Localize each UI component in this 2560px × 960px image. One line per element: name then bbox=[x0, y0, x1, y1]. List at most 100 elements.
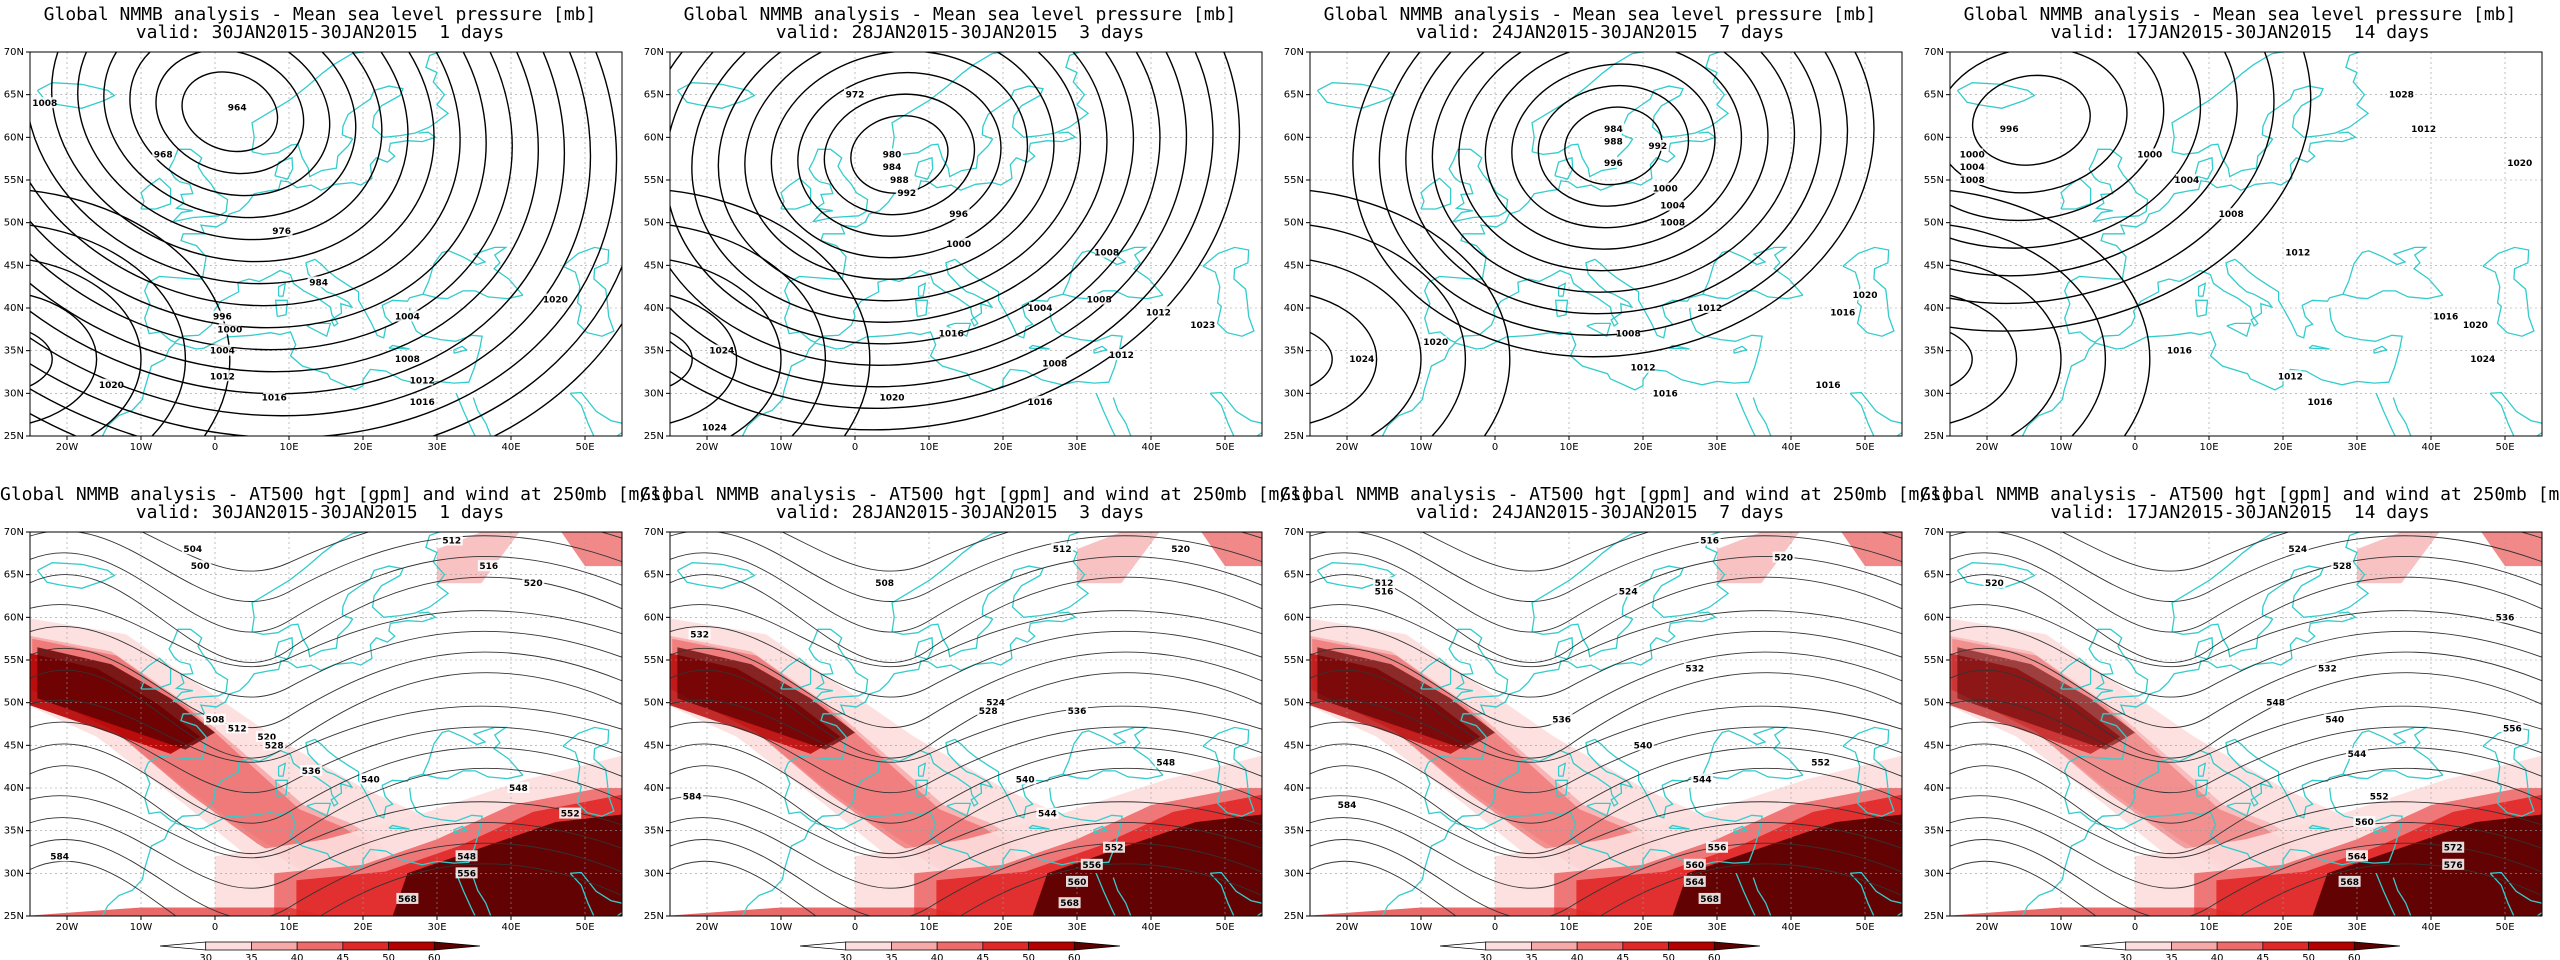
lat-tick-label: 35N bbox=[1284, 346, 1304, 357]
colorbar-tick-label: 50 bbox=[1022, 953, 1035, 960]
lon-tick-label: 20W bbox=[56, 442, 79, 453]
contour-label: 520 bbox=[1985, 579, 2004, 589]
lon-tick-label: 20W bbox=[696, 922, 719, 933]
lat-tick-label: 50N bbox=[1284, 218, 1304, 229]
contour-label: 1008 bbox=[1087, 295, 1112, 305]
lat-tick-label: 70N bbox=[1924, 47, 1944, 58]
contour-label: 1024 bbox=[709, 347, 734, 357]
lon-tick-label: 30E bbox=[1707, 442, 1726, 453]
map-canvas: 968 964 976 984 996 1000 1004 1012 1016 1020 1004 1… bbox=[4, 47, 623, 453]
contour-label: 1012 bbox=[1697, 304, 1722, 314]
contour-label: 1020 bbox=[99, 381, 124, 391]
contour-label: 584 bbox=[683, 793, 702, 803]
lat-tick-label: 30N bbox=[4, 388, 24, 399]
contour-label: 996 bbox=[949, 210, 968, 220]
contour-label: 1020 bbox=[879, 394, 904, 404]
lon-tick-label: 0 bbox=[852, 442, 858, 453]
contour-label: 1016 bbox=[262, 394, 287, 404]
lat-tick-label: 65N bbox=[4, 90, 24, 101]
contour-label: 556 bbox=[1708, 844, 1727, 854]
axis-labels: 20W 10W 0 10E 20E 30E 40E 50E 25N 30N 35N 40N 45N 50N… bbox=[1284, 47, 1875, 453]
colorbar-tick-label: 35 bbox=[885, 953, 898, 960]
contour-label: 1008 bbox=[1660, 219, 1685, 229]
lat-tick-label: 70N bbox=[1924, 527, 1944, 538]
colorbar-tick-label: 50 bbox=[2302, 953, 2315, 960]
lat-tick-label: 55N bbox=[4, 655, 24, 666]
colorbar-tick-label: 60 bbox=[428, 953, 441, 960]
lon-tick-label: 50E bbox=[575, 442, 594, 453]
lat-tick-label: 50N bbox=[1284, 698, 1304, 709]
lat-tick-label: 35N bbox=[4, 826, 24, 837]
contour-label: 1012 bbox=[410, 377, 435, 387]
contour-label: 1012 bbox=[1146, 308, 1171, 318]
lon-tick-label: 0 bbox=[212, 922, 218, 933]
lat-tick-label: 30N bbox=[1924, 388, 1944, 399]
colorbar-tick-label: 30 bbox=[1479, 953, 1492, 960]
contour-label: 1016 bbox=[2307, 398, 2332, 408]
axis-labels: 20W 10W 0 10E 20E 30E 40E 50E 25N 30N 35N 40N 45N 50N… bbox=[1924, 527, 2515, 933]
lon-tick-label: 20E bbox=[1633, 442, 1652, 453]
z500-map-panel: Global NMMB analysis - AT500 hgt [gpm] a… bbox=[640, 480, 1312, 960]
lat-tick-label: 40N bbox=[1924, 303, 1944, 314]
lat-tick-label: 60N bbox=[4, 132, 24, 143]
panel-valid-period: valid: 30JAN2015-30JAN2015 1 days bbox=[135, 22, 505, 43]
lat-tick-label: 30N bbox=[1924, 868, 1944, 879]
map-canvas: 984 988 992 996 1000 1004 1008 1012 1016 1020 1024… bbox=[1284, 47, 1903, 453]
lat-tick-label: 40N bbox=[4, 303, 24, 314]
lat-tick-label: 45N bbox=[1924, 740, 1944, 751]
contour-label: 1016 bbox=[1815, 381, 1840, 391]
lat-tick-label: 55N bbox=[1924, 175, 1944, 186]
contour-label: 516 bbox=[479, 562, 498, 572]
contour-label: 1023 bbox=[1190, 321, 1215, 331]
lon-tick-label: 50E bbox=[1215, 442, 1234, 453]
colorbar-tick-label: 40 bbox=[1571, 953, 1584, 960]
contour-lines bbox=[30, 52, 622, 436]
contour-label: 1016 bbox=[1027, 398, 1052, 408]
contour-label: 1000 bbox=[217, 325, 242, 335]
lat-tick-label: 35N bbox=[644, 346, 664, 357]
lon-tick-label: 50E bbox=[1855, 442, 1874, 453]
lat-tick-label: 70N bbox=[1284, 527, 1304, 538]
lon-tick-label: 40E bbox=[501, 922, 520, 933]
lon-tick-label: 40E bbox=[2421, 922, 2440, 933]
lat-tick-label: 25N bbox=[1284, 911, 1304, 922]
lat-tick-label: 50N bbox=[644, 218, 664, 229]
lat-tick-label: 55N bbox=[1284, 655, 1304, 666]
contour-label: 548 bbox=[2266, 699, 2285, 709]
lat-tick-label: 50N bbox=[644, 698, 664, 709]
lon-tick-label: 40E bbox=[1781, 442, 1800, 453]
contour-label: 556 bbox=[457, 869, 476, 879]
colorbar-tick-label: 60 bbox=[1708, 953, 1721, 960]
lon-tick-label: 40E bbox=[1141, 442, 1160, 453]
contour-label: 520 bbox=[1774, 554, 1793, 564]
contour-labels: 984 988 992 996 1000 1004 1008 1012 1016 1020 1024… bbox=[1349, 122, 1878, 399]
lat-tick-label: 70N bbox=[644, 527, 664, 538]
lon-tick-label: 10E bbox=[1559, 922, 1578, 933]
lat-tick-label: 60N bbox=[644, 132, 664, 143]
lat-tick-label: 35N bbox=[4, 346, 24, 357]
contour-label: 1012 bbox=[1109, 351, 1134, 361]
lon-tick-label: 30E bbox=[1067, 442, 1086, 453]
lat-tick-label: 25N bbox=[1924, 431, 1944, 442]
colorbar-tick-label: 35 bbox=[2165, 953, 2178, 960]
colorbar-tick-label: 30 bbox=[199, 953, 212, 960]
colorbar-tick-label: 35 bbox=[1525, 953, 1538, 960]
lon-tick-label: 10W bbox=[1410, 442, 1433, 453]
colorbar-tick-label: 45 bbox=[2256, 953, 2269, 960]
contour-label: 548 bbox=[509, 784, 528, 794]
lon-tick-label: 10W bbox=[130, 922, 153, 933]
colorbar: 30 35 40 45 50 60 bbox=[799, 941, 1121, 960]
contour-label: 536 bbox=[2496, 613, 2515, 623]
contour-label: 568 bbox=[2340, 878, 2359, 888]
contour-label: 524 bbox=[986, 699, 1005, 709]
map-canvas: 524 528 520 536 532 540 544 548 552 556 560 564 568 5… bbox=[1924, 527, 2543, 960]
lon-tick-label: 20W bbox=[696, 442, 719, 453]
contour-label: 976 bbox=[272, 227, 291, 237]
contour-label: 996 bbox=[2000, 125, 2019, 135]
lon-tick-label: 20E bbox=[353, 922, 372, 933]
contour-label: 556 bbox=[2503, 724, 2522, 734]
lon-tick-label: 20E bbox=[2273, 922, 2292, 933]
lat-tick-label: 30N bbox=[4, 868, 24, 879]
contour-label: 1020 bbox=[2463, 321, 2488, 331]
contour-label: 1020 bbox=[1423, 338, 1448, 348]
